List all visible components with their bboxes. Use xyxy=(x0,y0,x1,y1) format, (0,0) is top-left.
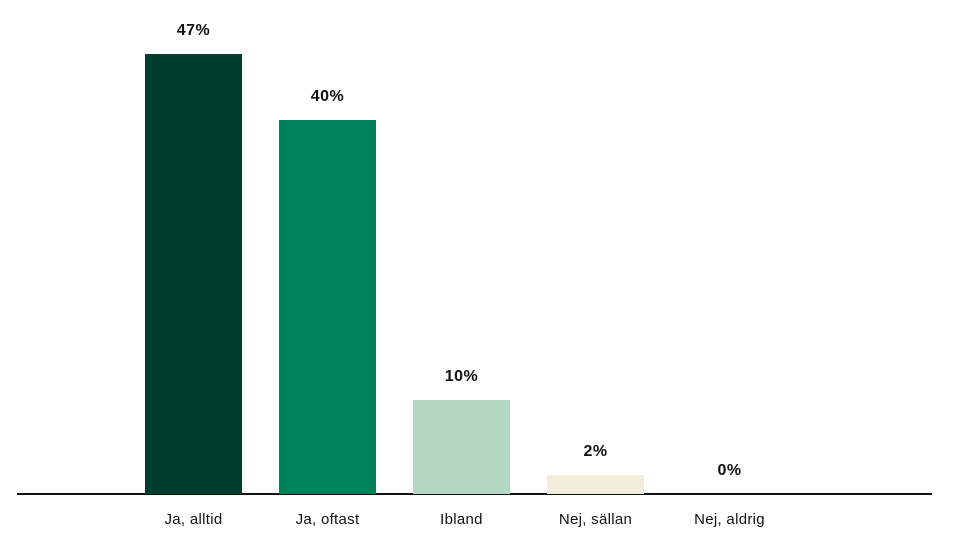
value-label: 2% xyxy=(583,443,608,460)
bar-4 xyxy=(547,475,644,494)
bar-2 xyxy=(279,120,376,494)
value-label: 40% xyxy=(310,88,345,105)
value-label: 10% xyxy=(444,368,479,385)
x-axis-line xyxy=(17,493,932,495)
category-label: Nej, aldrig xyxy=(694,511,765,528)
value-label: 0% xyxy=(717,462,742,479)
category-label: Ja, oftast xyxy=(295,511,360,528)
category-label: Ibland xyxy=(440,511,483,528)
bar-3 xyxy=(413,400,510,494)
bar-1 xyxy=(145,54,242,494)
category-label: Ja, alltid xyxy=(164,511,223,528)
value-label: 47% xyxy=(176,22,211,39)
category-label: Nej, sällan xyxy=(558,511,633,528)
